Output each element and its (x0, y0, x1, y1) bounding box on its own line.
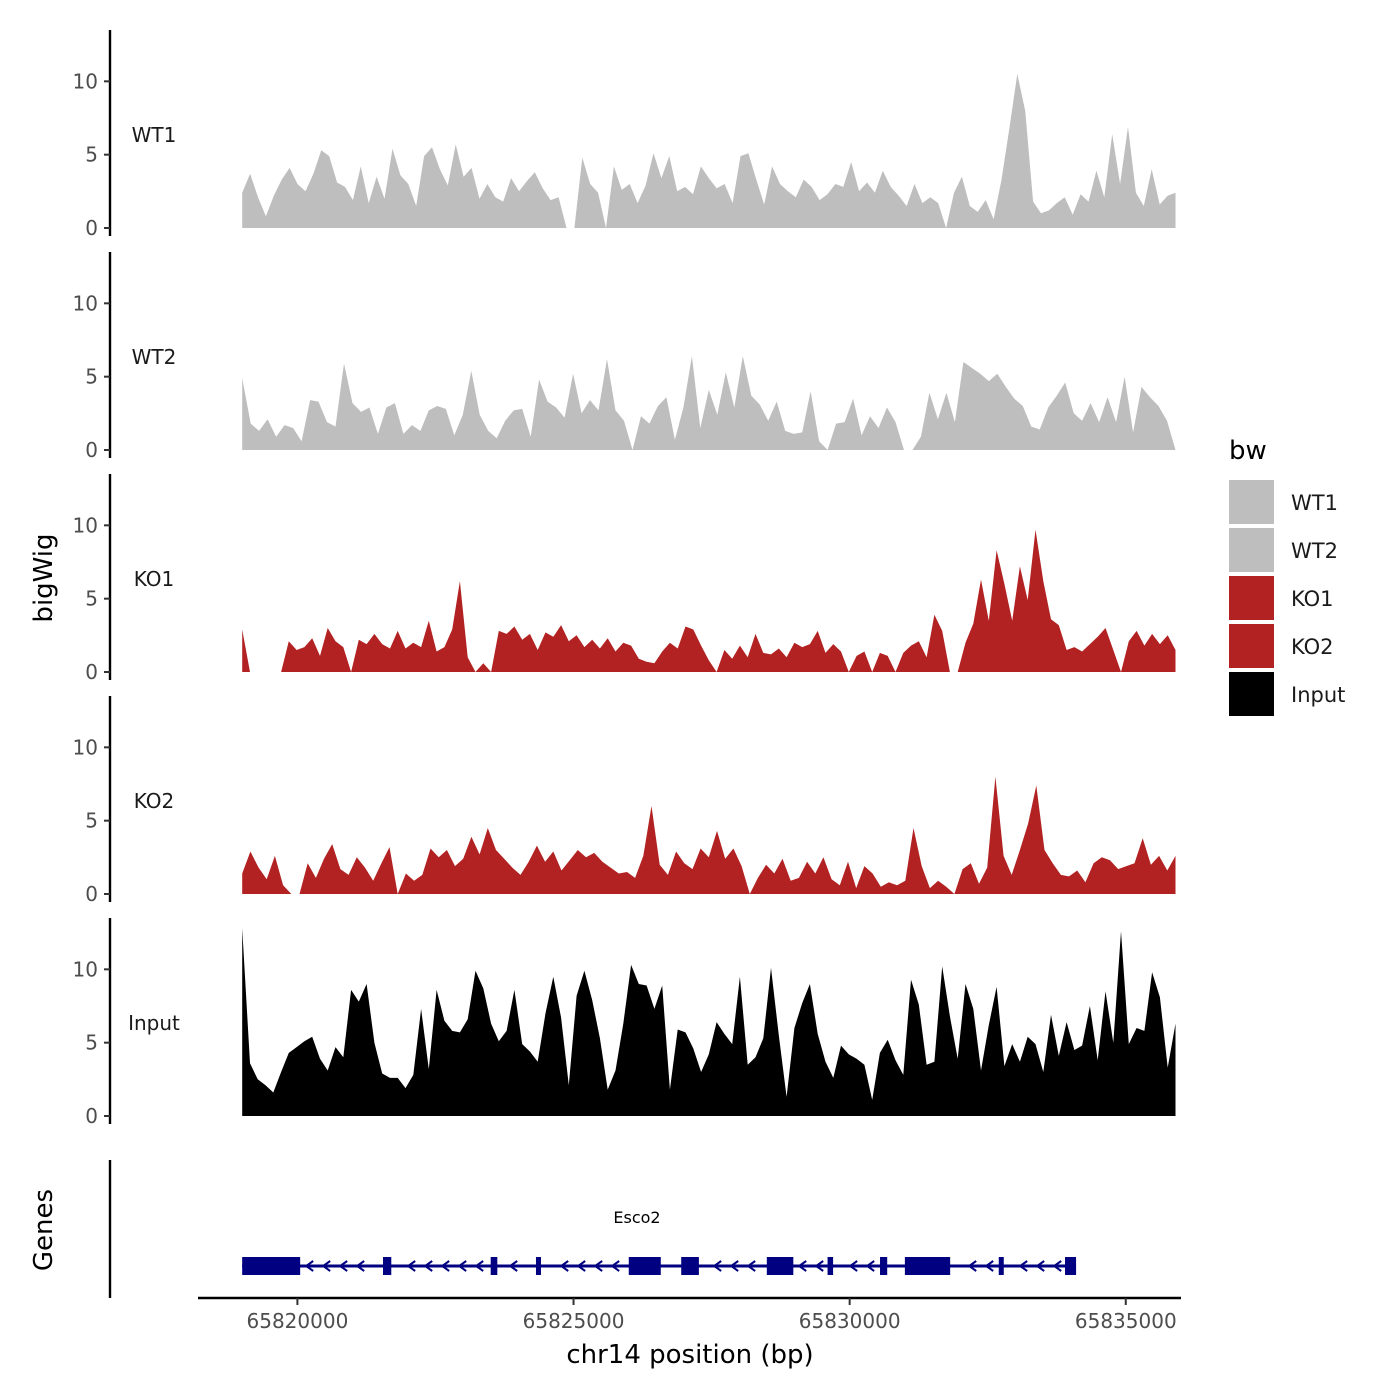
coverage-area-ko2 (242, 776, 1176, 894)
exon-1 (242, 1257, 301, 1275)
exon-10 (904, 1257, 951, 1275)
exon-4 (535, 1257, 541, 1275)
legend: bw WT1 WT2 KO1 KO2 Input (1229, 436, 1345, 716)
strand-arrow (967, 1260, 977, 1272)
strand-arrow (440, 1260, 450, 1272)
strand-arrow (508, 1260, 518, 1272)
track-label-ko2: KO2 (134, 789, 175, 813)
legend-key-wt1 (1229, 480, 1274, 524)
track-ko1: 0 5 10 KO1 (73, 474, 1176, 684)
strand-arrow (474, 1260, 484, 1272)
y-tick-label-wt1-10: 10 (73, 69, 98, 93)
coverage-area-wt1 (242, 74, 1176, 228)
strand-arrow (848, 1260, 858, 1272)
track-label-ko1: KO1 (134, 567, 175, 591)
strand-arrow (321, 1260, 331, 1272)
x-tick-label-65830000: 65830000 (799, 1309, 901, 1333)
legend-key-input (1229, 672, 1274, 716)
y-axis-title: bigWig (29, 533, 59, 622)
strand-arrow (304, 1260, 314, 1272)
y-tick-label-ko2-10: 10 (73, 735, 98, 759)
strand-arrow (355, 1260, 365, 1272)
y-tick-label-wt1-5: 5 (85, 143, 98, 167)
y-tick-label-input-0: 0 (85, 1104, 98, 1128)
strand-arrow (1052, 1260, 1062, 1272)
track-ko2: 0 5 10 KO2 (73, 696, 1176, 906)
strand-arrow (729, 1260, 739, 1272)
y-tick-label-ko1-5: 5 (85, 587, 98, 611)
strand-arrow (746, 1260, 756, 1272)
track-input: 0 5 10 Input (73, 918, 1176, 1128)
x-tick-label-65835000: 65835000 (1075, 1309, 1177, 1333)
legend-label-wt2: WT2 (1291, 539, 1338, 563)
strand-arrow (423, 1260, 433, 1272)
y-tick-label-wt2-10: 10 (73, 291, 98, 315)
strand-arrow (610, 1260, 620, 1272)
y-tick-label-ko2-5: 5 (85, 809, 98, 833)
x-axis-title: chr14 position (bp) (566, 1340, 813, 1370)
track-wt1: 0 5 10 WT1 (73, 30, 1176, 240)
strand-arrow (406, 1260, 416, 1272)
strand-arrow (712, 1260, 722, 1272)
strand-arrow (984, 1260, 994, 1272)
strand-arrow (338, 1260, 348, 1272)
strand-arrow (1035, 1260, 1045, 1272)
exon-9 (880, 1257, 888, 1275)
coverage-area-wt2 (242, 356, 1176, 450)
legend-label-ko1: KO1 (1291, 587, 1334, 611)
exon-2 (383, 1257, 392, 1275)
y-tick-label-wt1-0: 0 (85, 216, 98, 240)
y-tick-label-wt2-5: 5 (85, 365, 98, 389)
track-label-wt2: WT2 (132, 345, 177, 369)
exon-8 (827, 1257, 834, 1275)
legend-key-ko2 (1229, 624, 1274, 668)
legend-key-wt2 (1229, 528, 1274, 572)
y-tick-label-input-10: 10 (73, 957, 98, 981)
exon-5 (628, 1257, 661, 1275)
y-tick-label-wt2-0: 0 (85, 438, 98, 462)
legend-label-ko2: KO2 (1291, 635, 1334, 659)
gene-track-panel: Esco2 (108, 1160, 1077, 1298)
exon-11 (998, 1257, 1004, 1275)
strand-arrow (559, 1260, 569, 1272)
x-tick-label-65825000: 65825000 (523, 1309, 625, 1333)
exon-12 (1065, 1257, 1077, 1275)
strand-arrow (814, 1260, 824, 1272)
y-tick-label-ko1-0: 0 (85, 660, 98, 684)
strand-arrow (865, 1260, 875, 1272)
track-panels: 0 5 10 WT1 0 5 10 WT2 0 5 10 KO1 0 5 10 KO2 0 5 10 Input (73, 30, 1176, 1128)
exon-6 (681, 1257, 699, 1275)
y-tick-label-ko1-10: 10 (73, 513, 98, 537)
exon-7 (766, 1257, 794, 1275)
coverage-area-input (242, 928, 1176, 1116)
legend-key-ko1 (1229, 576, 1274, 620)
strand-arrow (576, 1260, 586, 1272)
strand-arrow (1018, 1260, 1028, 1272)
x-axis: 65820000 65825000 65830000 65835000 (198, 1296, 1181, 1333)
legend-label-wt1: WT1 (1291, 491, 1338, 515)
track-label-wt1: WT1 (132, 123, 177, 147)
strand-arrow (457, 1260, 467, 1272)
y-tick-label-ko2-0: 0 (85, 882, 98, 906)
track-wt2: 0 5 10 WT2 (73, 252, 1176, 462)
exon-3 (490, 1257, 498, 1275)
strand-arrow (593, 1260, 603, 1272)
legend-title: bw (1229, 436, 1267, 466)
gene-track-title: Genes (29, 1189, 59, 1271)
legend-label-input: Input (1291, 683, 1345, 707)
strand-arrow (797, 1260, 807, 1272)
gene-name-label: Esco2 (613, 1208, 660, 1227)
coverage-area-ko1 (242, 529, 1176, 672)
track-label-input: Input (128, 1011, 180, 1035)
y-tick-label-input-5: 5 (85, 1031, 98, 1055)
x-tick-label-65820000: 65820000 (247, 1309, 349, 1333)
